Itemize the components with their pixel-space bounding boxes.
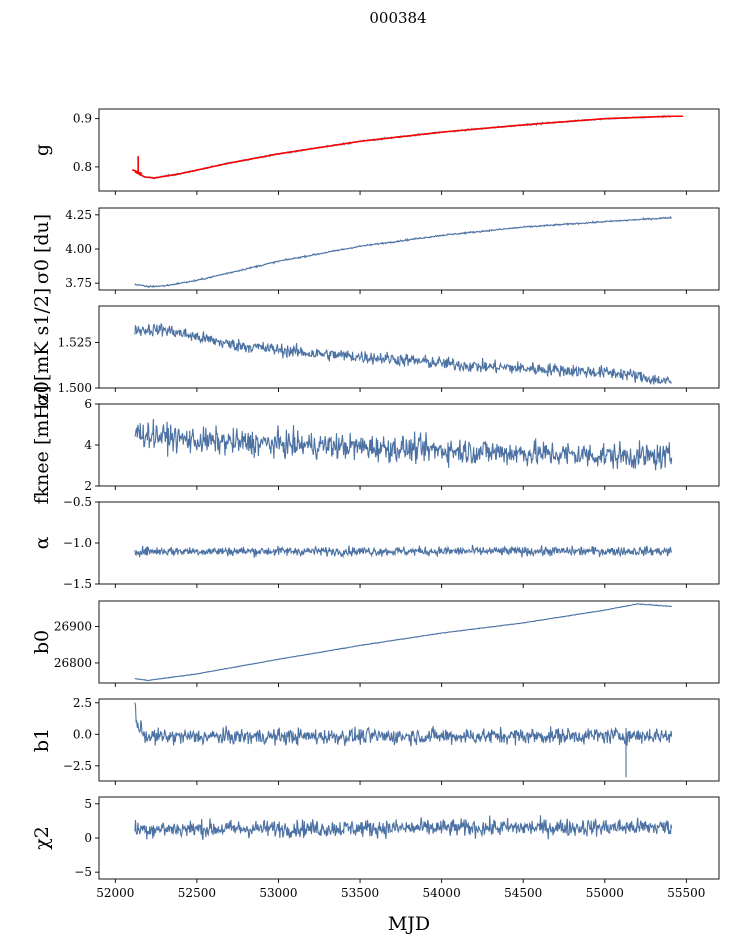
- series-line-fknee: [134, 418, 673, 471]
- y-axis-label-chi2: χ2: [31, 826, 53, 850]
- y-tick-label-fknee: 2: [84, 479, 92, 493]
- y-tick-label-b1: −2.5: [63, 759, 92, 773]
- axes-frame-g: [98, 108, 720, 192]
- panel-chi2: −5 0 5 52000 52500 53000 53500 54000 54500 55000 5…: [31, 796, 720, 900]
- x-tick-label: 54500: [504, 886, 542, 900]
- panel-b1: −2.5 0.0 2.5 b1: [31, 696, 720, 785]
- y-tick-label-sigma0_du: 4.25: [65, 208, 92, 222]
- series-line-alpha: [134, 544, 673, 559]
- y-axis-label-sigma0_mK: σ0[mK s1/2]: [31, 288, 53, 406]
- panel-g: 0.8 0.9 g: [31, 108, 720, 195]
- series-line-b1: [134, 702, 673, 778]
- y-axis-label-fknee: fknee [mHz]: [31, 386, 53, 505]
- series-line-chi2: [134, 815, 673, 841]
- axes-frame-b1: [98, 698, 720, 782]
- y-axis-label-b0: b0: [31, 630, 53, 654]
- y-axis-label-b1: b1: [31, 728, 53, 752]
- x-tick-label: 53500: [341, 886, 379, 900]
- axes-frame-alpha: [98, 501, 720, 585]
- y-axis-label-alpha: α: [31, 536, 53, 549]
- y-tick-label-fknee: 6: [84, 397, 92, 411]
- y-tick-label-b1: 2.5: [73, 696, 92, 710]
- panel-sigma0_du: 3.75 4.00 4.25 σ0 [du]: [31, 207, 720, 294]
- figure-title: 000384: [369, 9, 426, 27]
- panel-sigma0_mK: 1.500 1.525 σ0[mK s1/2]: [31, 288, 720, 406]
- x-axis-label: MJD: [388, 913, 430, 935]
- y-axis-label-sigma0_du: σ0 [du]: [31, 214, 53, 284]
- y-tick-label-g: 0.9: [73, 112, 92, 126]
- y-tick-label-sigma0_mK: 1.525: [58, 335, 92, 349]
- fit-line-g: [131, 115, 684, 179]
- y-tick-label-b1: 0.0: [73, 727, 92, 741]
- y-tick-label-g: 0.8: [73, 160, 92, 174]
- series-line-sigma0_mK: [134, 322, 673, 385]
- x-tick-label: 52500: [178, 886, 216, 900]
- panel-fknee: 2 4 6 fknee [mHz]: [31, 386, 720, 505]
- panel-alpha: −1.5 −1.0 −0.5 α: [31, 495, 720, 591]
- y-tick-label-alpha: −0.5: [63, 495, 92, 509]
- y-tick-label-alpha: −1.0: [63, 536, 92, 550]
- axes-frame-sigma0_mK: [98, 305, 720, 389]
- y-tick-label-chi2: −5: [74, 865, 92, 879]
- y-tick-label-fknee: 4: [84, 438, 92, 452]
- series-line-g: [134, 115, 672, 180]
- series-line-b0: [134, 603, 673, 682]
- axes-frame-b0: [98, 600, 720, 684]
- series-line-sigma0_du: [134, 215, 672, 288]
- x-tick-label: 52000: [96, 886, 134, 900]
- y-tick-label-b0: 26800: [54, 656, 92, 670]
- x-tick-label: 53000: [259, 886, 297, 900]
- y-tick-label-sigma0_du: 4.00: [65, 242, 92, 256]
- y-axis-label-g: g: [31, 144, 53, 156]
- x-tick-label: 55500: [667, 886, 705, 900]
- x-tick-label: 54000: [423, 886, 461, 900]
- y-tick-label-alpha: −1.5: [63, 577, 92, 591]
- y-tick-label-b0: 26900: [54, 620, 92, 634]
- x-tick-label: 55000: [586, 886, 624, 900]
- axes-frame-chi2: [98, 796, 720, 880]
- y-tick-label-sigma0_mK: 1.500: [58, 381, 92, 395]
- y-tick-label-chi2: 0: [84, 831, 92, 845]
- y-tick-label-chi2: 5: [84, 797, 92, 811]
- y-tick-label-sigma0_du: 3.75: [65, 276, 92, 290]
